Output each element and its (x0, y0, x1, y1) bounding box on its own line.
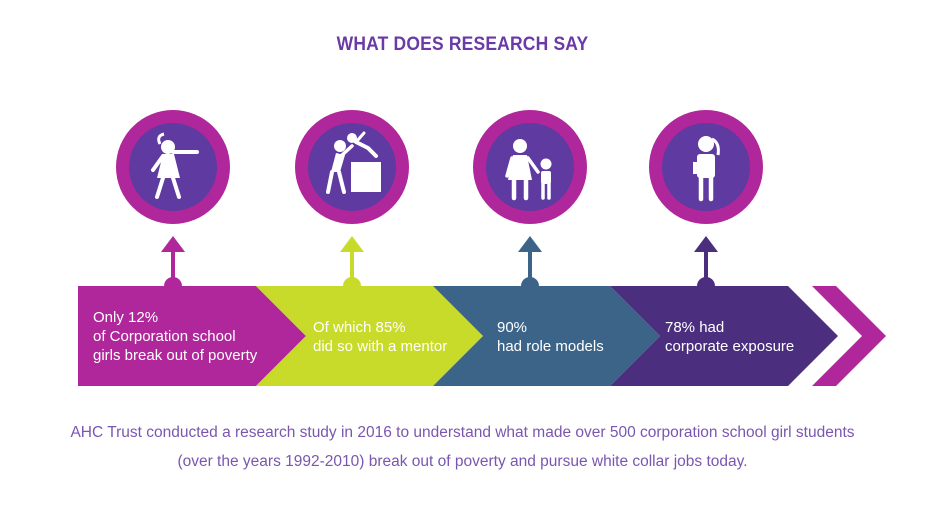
stage-4-segment (610, 286, 838, 386)
description: AHC Trust conducted a research study in … (0, 418, 925, 476)
mentor-lifting-icon (326, 131, 381, 194)
stage-1-line-3: girls break out of poverty (93, 347, 258, 364)
stage-1-line-2: of Corporation school (93, 328, 236, 345)
stage-2-segment (256, 286, 483, 386)
stage-4-connector (694, 236, 718, 295)
stage-3-text: 90% had role models (497, 318, 604, 356)
adult-child-icon (505, 139, 552, 201)
stage-3-segment (433, 286, 660, 386)
stage-4-line-2: corporate exposure (665, 338, 795, 355)
stage-2-line-2: did so with a mentor (313, 338, 448, 355)
stage-2-text: Of which 85% did so with a mentor (313, 318, 447, 356)
description-line-1: AHC Trust conducted a research study in … (70, 424, 855, 441)
stage-3-connector (518, 236, 542, 295)
page-title: WHAT DOES RESEARCH SAY (336, 34, 589, 55)
stage-3-line-2: had role models (497, 338, 604, 355)
stage-1-segment (78, 286, 306, 386)
girl-waving-icon (151, 132, 199, 199)
stage-2-line-1: Of which 85% (313, 319, 406, 336)
stage-2-connector (340, 236, 364, 295)
stage-1-connector (161, 236, 185, 295)
description-line-2: (over the years 1992-2010) break out of … (177, 453, 748, 470)
stage-3-line-1: 90% (497, 319, 528, 336)
stage-4-text: 78% had corporate exposure (665, 318, 794, 356)
chevron-end-icon (812, 286, 886, 386)
professional-woman-icon (693, 136, 720, 202)
stage-1-line-1: Only 12% (93, 309, 159, 326)
stage-3-circle (473, 110, 587, 224)
stage-4-line-1: 78% had (665, 319, 725, 336)
stage-1-text: Only 12% of Corporation school girls bre… (93, 308, 257, 365)
